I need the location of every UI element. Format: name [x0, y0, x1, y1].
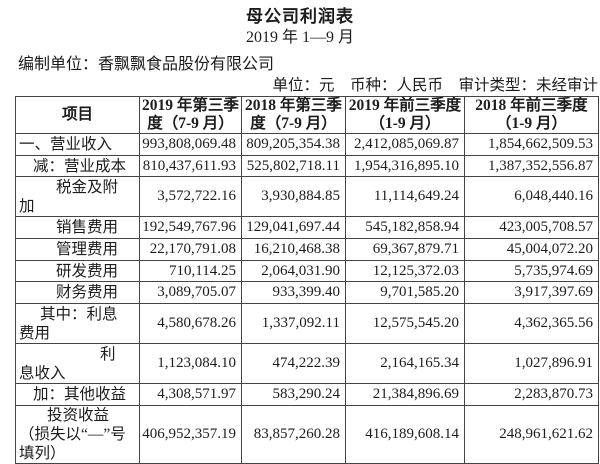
table-row: 财务费用 3,089,705.07 933,399.40 9,701,585.2… — [15, 281, 599, 304]
header-row: 项目 2019 年第三季 度（7-9 月） 2018 年第三季 度（7-9 月）… — [15, 96, 599, 134]
cell-value: 192,549,767.96 — [139, 216, 242, 239]
cell-value: 1,027,896.91 — [464, 343, 599, 384]
cell-value: 248,961,621.62 — [464, 405, 599, 464]
row-label: 销售费用 — [15, 216, 140, 239]
row-label: 一、营业收入 — [15, 133, 140, 156]
cell-value: 1,387,352,556.87 — [464, 155, 599, 177]
cell-value: 1,123,084.10 — [139, 343, 242, 384]
table-row: 管理费用 22,170,791.08 16,210,468.38 69,367,… — [15, 238, 599, 261]
table-row: 税金及附 加 3,572,722.16 3,930,884.85 11,114,… — [15, 176, 599, 217]
cell-value: 583,290.24 — [241, 383, 346, 406]
column-header-item: 项目 — [15, 96, 140, 134]
cell-value: 45,004,072.20 — [464, 238, 599, 261]
cell-value: 16,210,468.38 — [241, 238, 346, 261]
prepared-by-line: 编制单位：香飘飘食品股份有限公司 — [18, 56, 275, 73]
cell-value: 2,164,165.34 — [345, 343, 465, 384]
cell-value: 3,089,705.07 — [139, 281, 242, 304]
row-label: 研发费用 — [15, 260, 140, 282]
report-period: 2019 年 1—9 月 — [245, 29, 354, 46]
cell-value: 525,802,718.11 — [241, 155, 346, 177]
table-row: 其中：利息 费用 4,580,678.26 1,337,092.11 12,57… — [15, 303, 599, 344]
row-label: 其中：利息 费用 — [15, 303, 140, 344]
cell-value: 9,701,585.20 — [345, 281, 465, 304]
row-label: 减：营业成本 — [15, 155, 140, 177]
cell-value: 474,222.39 — [241, 343, 346, 384]
cell-value: 3,917,397.69 — [464, 281, 599, 304]
cell-value: 129,041,697.44 — [241, 216, 346, 239]
cell-value: 6,048,440.16 — [464, 176, 599, 217]
cell-value: 11,114,649.24 — [345, 176, 465, 217]
cell-value: 21,384,896.69 — [345, 383, 465, 406]
cell-value: 993,808,069.48 — [139, 133, 242, 156]
cell-value: 710,114.25 — [139, 260, 242, 282]
table-row: 研发费用 710,114.25 2,064,031.90 12,125,372.… — [15, 260, 599, 282]
table-row: 一、营业收入 993,808,069.48 809,205,354.38 2,4… — [15, 133, 599, 156]
cell-value: 2,412,085,069.87 — [345, 133, 465, 156]
unit-currency-audit-line: 单位：元 币种：人民币 审计类型：未经审计 — [272, 77, 598, 94]
row-label: 管理费用 — [15, 238, 140, 261]
cell-value: 545,182,858.94 — [345, 216, 465, 239]
cell-value: 3,930,884.85 — [241, 176, 346, 217]
cell-value: 416,189,608.14 — [345, 405, 465, 464]
cell-value: 406,952,357.19 — [139, 405, 242, 464]
cell-value: 69,367,879.71 — [345, 238, 465, 261]
column-header-2018-ytd: 2018 年前三季度 （1-9 月） — [464, 96, 599, 134]
column-header-2019-ytd: 2019 年前三季度 （1-9 月） — [345, 96, 465, 134]
page-title: 母公司利润表 — [246, 7, 354, 26]
cell-value: 1,854,662,509.53 — [464, 133, 599, 156]
cell-value: 4,580,678.26 — [139, 303, 242, 344]
cell-value: 423,005,708.57 — [464, 216, 599, 239]
cell-value: 12,575,545.20 — [345, 303, 465, 344]
cell-value: 2,283,870.73 — [464, 383, 599, 406]
table-row: 加：其他收益 4,308,571.97 583,290.24 21,384,89… — [15, 383, 599, 406]
table-row: 利 息收入 1,123,084.10 474,222.39 2,164,165.… — [15, 343, 599, 384]
cell-value: 1,954,316,895.10 — [345, 155, 465, 177]
cell-value: 12,125,372.03 — [345, 260, 465, 282]
row-label: 加：其他收益 — [15, 383, 140, 406]
cell-value: 4,308,571.97 — [139, 383, 242, 406]
income-statement-table: 项目 2019 年第三季 度（7-9 月） 2018 年第三季 度（7-9 月）… — [15, 96, 599, 464]
row-label: 投资收益 （损失以“—”号 填列） — [15, 405, 140, 464]
column-header-2019-q3: 2019 年第三季 度（7-9 月） — [139, 96, 242, 134]
cell-value: 933,399.40 — [241, 281, 346, 304]
column-header-2018-q3: 2018 年第三季 度（7-9 月） — [241, 96, 346, 134]
table-row: 销售费用 192,549,767.96 129,041,697.44 545,1… — [15, 216, 599, 239]
cell-value: 5,735,974.69 — [464, 260, 599, 282]
cell-value: 810,437,611.93 — [139, 155, 242, 177]
cell-value: 22,170,791.08 — [139, 238, 242, 261]
table-row: 减：营业成本 810,437,611.93 525,802,718.11 1,9… — [15, 155, 599, 177]
cell-value: 83,857,260.28 — [241, 405, 346, 464]
table-row: 投资收益 （损失以“—”号 填列） 406,952,357.19 83,857,… — [15, 405, 599, 464]
cell-value: 809,205,354.38 — [241, 133, 346, 156]
row-label: 利 息收入 — [15, 343, 140, 384]
cell-value: 2,064,031.90 — [241, 260, 346, 282]
cell-value: 4,362,365.56 — [464, 303, 599, 344]
cell-value: 1,337,092.11 — [241, 303, 346, 344]
cell-value: 3,572,722.16 — [139, 176, 242, 217]
row-label: 税金及附 加 — [15, 176, 140, 217]
row-label: 财务费用 — [15, 281, 140, 304]
